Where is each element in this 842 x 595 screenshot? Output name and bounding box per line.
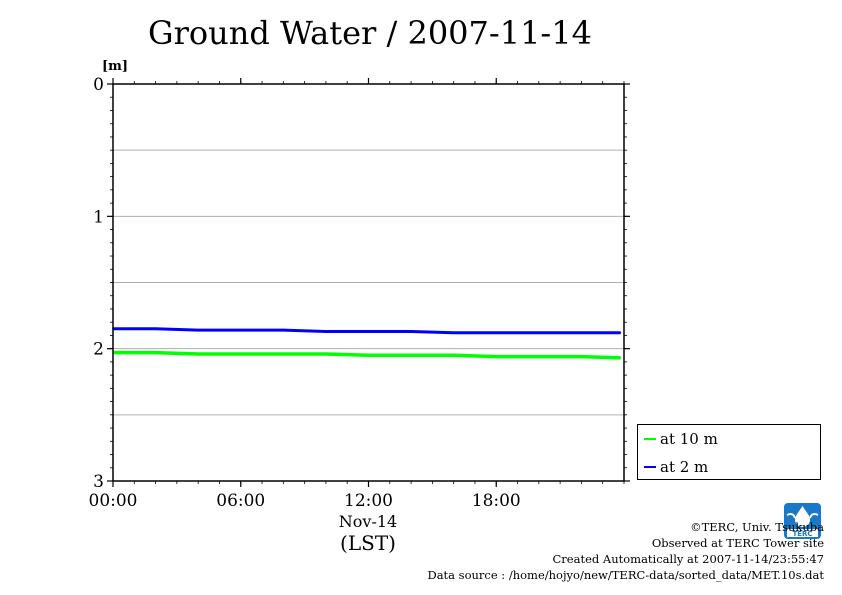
grid-lines bbox=[113, 149, 624, 416]
data-point bbox=[239, 329, 242, 331]
data-point bbox=[197, 329, 199, 331]
footer-credits: ©TERC, Univ. Tsukuba Observed at TERC To… bbox=[427, 519, 824, 583]
terc-logo: TERC bbox=[784, 503, 821, 539]
y-tick-label: 1 bbox=[93, 207, 104, 227]
data-point bbox=[154, 328, 157, 330]
data-point bbox=[452, 331, 455, 334]
data-point bbox=[580, 355, 583, 358]
created-text: Created Automatically at 2007-11-14/23:5… bbox=[552, 552, 825, 566]
data-point bbox=[367, 330, 370, 333]
data-point bbox=[325, 330, 327, 333]
data-point bbox=[282, 353, 285, 355]
data-point bbox=[197, 353, 199, 355]
legend-label: at 10 m bbox=[660, 430, 718, 448]
legend-swatch bbox=[644, 466, 656, 468]
data-point bbox=[538, 331, 540, 334]
series-line bbox=[113, 327, 621, 335]
observed-text: Observed at TERC Tower site bbox=[651, 536, 824, 550]
data-point bbox=[580, 331, 583, 334]
series-line bbox=[113, 350, 621, 360]
data-source-text: Data source : /home/hojyo/new/TERC-data/… bbox=[427, 568, 824, 582]
series-lines bbox=[112, 327, 622, 360]
data-point bbox=[410, 330, 412, 333]
legend-swatch bbox=[644, 438, 656, 440]
y-tick-label: 2 bbox=[93, 340, 104, 360]
copyright-text: ©TERC, Univ. Tsukuba bbox=[690, 520, 824, 534]
data-point bbox=[282, 329, 285, 331]
x-tick-label: 12:00 bbox=[344, 491, 393, 511]
y-tick-label: 3 bbox=[93, 472, 104, 492]
chart-title: Ground Water / 2007-11-14 bbox=[148, 14, 592, 52]
y-axis-label: [m] bbox=[102, 59, 128, 74]
x-tick-label: 00:00 bbox=[89, 491, 138, 511]
x-tick-label: 06:00 bbox=[216, 491, 265, 511]
data-point bbox=[619, 331, 622, 334]
data-point bbox=[367, 354, 370, 357]
x-tick-label: 18:00 bbox=[472, 491, 521, 511]
y-tick-label: 0 bbox=[93, 75, 104, 95]
data-point bbox=[495, 355, 498, 358]
svg-text:TERC: TERC bbox=[792, 530, 812, 538]
data-point bbox=[154, 351, 157, 354]
data-point bbox=[495, 331, 498, 334]
data-point bbox=[619, 357, 622, 359]
legend: at 10 m at 2 m bbox=[637, 424, 821, 480]
data-point bbox=[452, 354, 455, 357]
x-axis: 00:00 06:00 12:00 18:00 bbox=[89, 78, 625, 511]
data-point bbox=[538, 355, 540, 358]
data-point bbox=[239, 353, 242, 355]
legend-label: at 2 m bbox=[660, 458, 709, 476]
data-point bbox=[410, 354, 412, 357]
data-point bbox=[325, 353, 327, 355]
legend-item: at 2 m bbox=[644, 457, 708, 477]
x-axis-label: (LST) bbox=[340, 531, 396, 555]
legend-item: at 10 m bbox=[644, 429, 718, 449]
x-date-label: Nov-14 bbox=[339, 512, 397, 531]
y-axis: 0 1 2 3 bbox=[93, 75, 630, 492]
